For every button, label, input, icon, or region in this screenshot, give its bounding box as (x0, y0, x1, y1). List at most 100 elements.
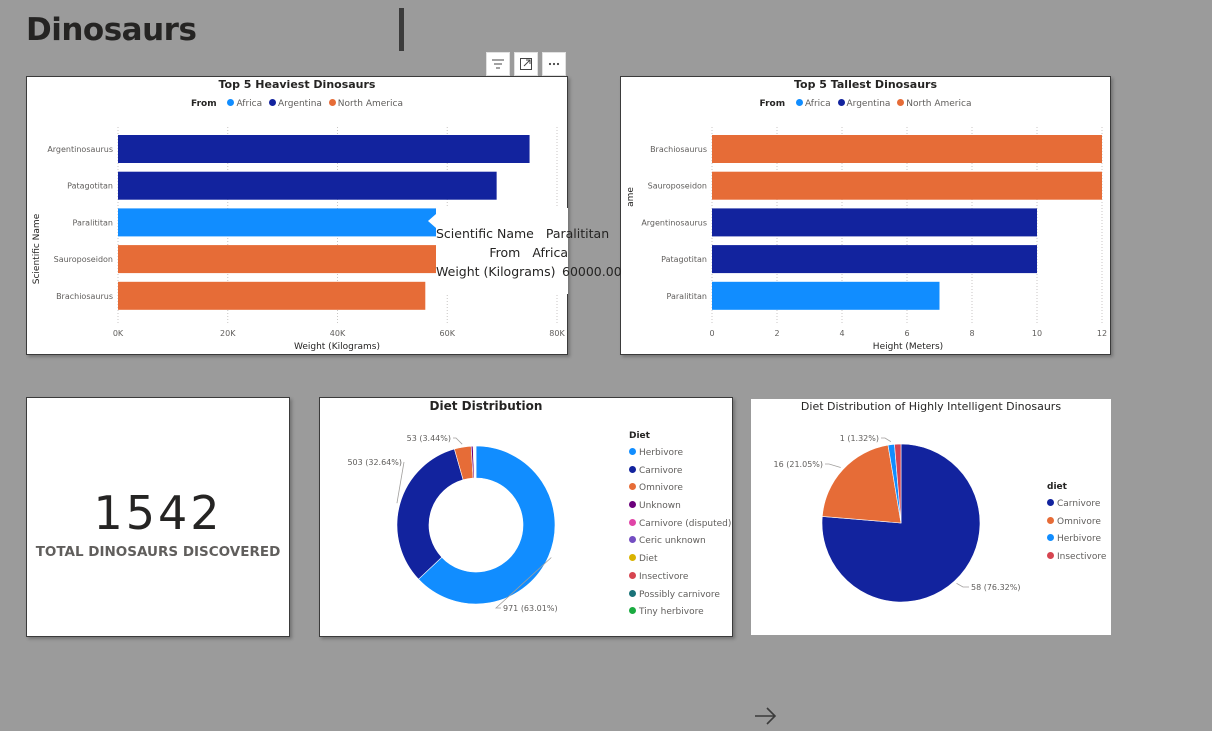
legend-label: Unknown (639, 501, 681, 512)
y-tick-label: Brachiosaurus (650, 145, 707, 154)
bar[interactable] (118, 208, 448, 237)
intelligent-diet-pie-chart: 58 (76.32%) 16 (21.05%) 1 (1.32%) (774, 434, 1020, 603)
pie-slice[interactable] (894, 443, 902, 524)
legend-dot (629, 501, 636, 509)
legend-label: Omnivore (1057, 516, 1101, 527)
focus-mode-button[interactable] (514, 52, 538, 76)
pie-slice[interactable] (396, 448, 464, 580)
bar[interactable] (118, 245, 448, 274)
arrow-right-icon[interactable] (753, 705, 779, 727)
pie-slice[interactable] (821, 444, 902, 524)
tooltip-key: Scientific Name (436, 226, 534, 241)
legend-item[interactable]: Tiny herbivore (629, 604, 731, 622)
legend-label: Tiny herbivore (639, 607, 704, 618)
leader-line (396, 461, 405, 504)
legend-item[interactable]: Insectivore (629, 569, 731, 587)
bar[interactable] (118, 281, 426, 310)
y-tick-label: Paralititan (73, 218, 113, 227)
legend-item[interactable]: Insectivore (1047, 549, 1106, 567)
y-tick-label: Patagotitan (67, 182, 113, 191)
tooltip-key: From (489, 245, 521, 260)
tooltip-pointer (428, 214, 436, 228)
legend-item[interactable]: Herbivore (629, 445, 731, 463)
legend-item[interactable]: Possibly carnivore (629, 587, 731, 605)
legend-item[interactable]: North America (906, 99, 972, 109)
legend-dot-argentina (837, 99, 845, 106)
heaviest-bar-chart: Scientific Name Weight (Kilograms) 0K 20K… (32, 127, 565, 352)
data-label: 503 (32.64%) (347, 458, 402, 467)
legend-item[interactable]: Carnivore (1047, 496, 1106, 514)
legend-item[interactable]: Argentina (278, 99, 322, 109)
legend-item[interactable]: Ceric unknown (629, 533, 731, 551)
legend-item[interactable]: Carnivore (disputed) (629, 516, 731, 534)
legend-dot (629, 607, 636, 615)
tallest-chart-card[interactable]: Top 5 Tallest Dinosaurs From Africa Arge… (620, 76, 1111, 355)
bar[interactable] (712, 208, 1037, 237)
title-divider (399, 8, 404, 51)
data-label: 16 (21.05%) (774, 460, 823, 469)
leader-line (825, 463, 841, 468)
y-axis-label: ame (626, 187, 636, 207)
kpi-card[interactable]: 1542 TOTAL DINOSAURS DISCOVERED (26, 397, 290, 637)
filter-button[interactable] (486, 52, 510, 76)
kpi-value: 1542 (93, 486, 223, 540)
x-axis-label: Height (Meters) (873, 342, 943, 352)
bar[interactable] (712, 171, 1102, 200)
legend-dot (629, 448, 636, 455)
leader-line (494, 557, 552, 609)
diet-legend: Diet Herbivore Carnivore Omnivore Unknown Ca… (629, 431, 731, 622)
x-tick-label: 6 (904, 329, 909, 338)
x-tick-label: 4 (839, 329, 844, 338)
bar[interactable] (118, 171, 497, 200)
legend-item[interactable]: North America (337, 99, 403, 109)
diet-donut-chart: 971 (63.01%) 503 (32.64%) 53 (3.44%) (347, 434, 558, 613)
leader-line (453, 437, 463, 445)
bar[interactable] (712, 281, 940, 310)
legend-item[interactable]: Carnivore (629, 463, 731, 481)
heaviest-chart-card[interactable]: Top 5 Heaviest Dinosaurs From Africa Arg… (26, 76, 568, 355)
tooltip-value: Africa (532, 245, 568, 260)
x-axis-label: Weight (Kilograms) (294, 342, 380, 352)
leader-line (881, 437, 892, 442)
x-tick-label: 10 (1032, 329, 1042, 338)
legend-item[interactable]: Unknown (629, 498, 731, 516)
tooltip-row: Weight (Kilograms) 60000.00 (436, 262, 622, 281)
bar[interactable] (118, 135, 530, 163)
legend-dot (629, 589, 636, 597)
y-tick-label: Argentinosaurus (47, 145, 113, 154)
pie-slice[interactable] (418, 445, 556, 605)
y-tick-label: Argentinosaurus (641, 218, 707, 227)
legend-dot (629, 554, 636, 562)
x-tick-label: 0 (709, 329, 714, 338)
legend-item[interactable]: Africa (804, 99, 831, 109)
more-options-button[interactable] (542, 52, 566, 76)
bar[interactable] (712, 135, 1102, 163)
x-tick-label: 12 (1097, 329, 1107, 338)
legend-item[interactable]: Herbivore (1047, 531, 1106, 549)
x-tick-label: 80K (549, 329, 565, 338)
legend-item[interactable]: Omnivore (629, 480, 731, 498)
tooltip-value: 60000.00 (562, 264, 622, 279)
intelligent-diet-legend: diet Carnivore Omnivore Herbivore Insectivo… (1047, 482, 1106, 567)
legend-item[interactable]: Argentina (846, 99, 891, 109)
legend-dot (629, 483, 636, 491)
data-label: 58 (76.32%) (971, 583, 1020, 592)
x-tick-label: 20K (220, 329, 236, 338)
tooltip-row: From Africa (436, 243, 568, 262)
legend-dot-north-america (328, 99, 336, 106)
diet-distribution-card[interactable]: Diet Distribution 971 (63.01%) 503 (32.64… (319, 397, 733, 637)
legend-item[interactable]: Omnivore (1047, 514, 1106, 532)
legend-title: From (759, 99, 786, 109)
legend-dot (629, 536, 636, 544)
legend-item[interactable]: Africa (236, 99, 263, 109)
chart-title: Diet Distribution of Highly Intelligent … (800, 400, 1062, 413)
bar[interactable] (712, 245, 1037, 274)
intelligent-diet-card[interactable]: Diet Distribution of Highly Intelligent … (751, 399, 1111, 635)
legend-label: Carnivore (disputed) (639, 518, 732, 529)
data-label: 53 (3.44%) (407, 434, 451, 443)
data-label: 1 (1.32%) (840, 434, 879, 443)
data-label: 971 (63.01%) (503, 604, 558, 613)
legend-dot-africa (227, 99, 235, 106)
legend-item[interactable]: Diet (629, 551, 731, 569)
legend-label: Carnivore (1057, 499, 1101, 509)
